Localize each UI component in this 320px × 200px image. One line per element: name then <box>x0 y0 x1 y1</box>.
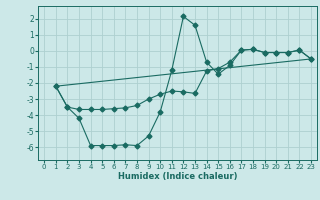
X-axis label: Humidex (Indice chaleur): Humidex (Indice chaleur) <box>118 172 237 181</box>
